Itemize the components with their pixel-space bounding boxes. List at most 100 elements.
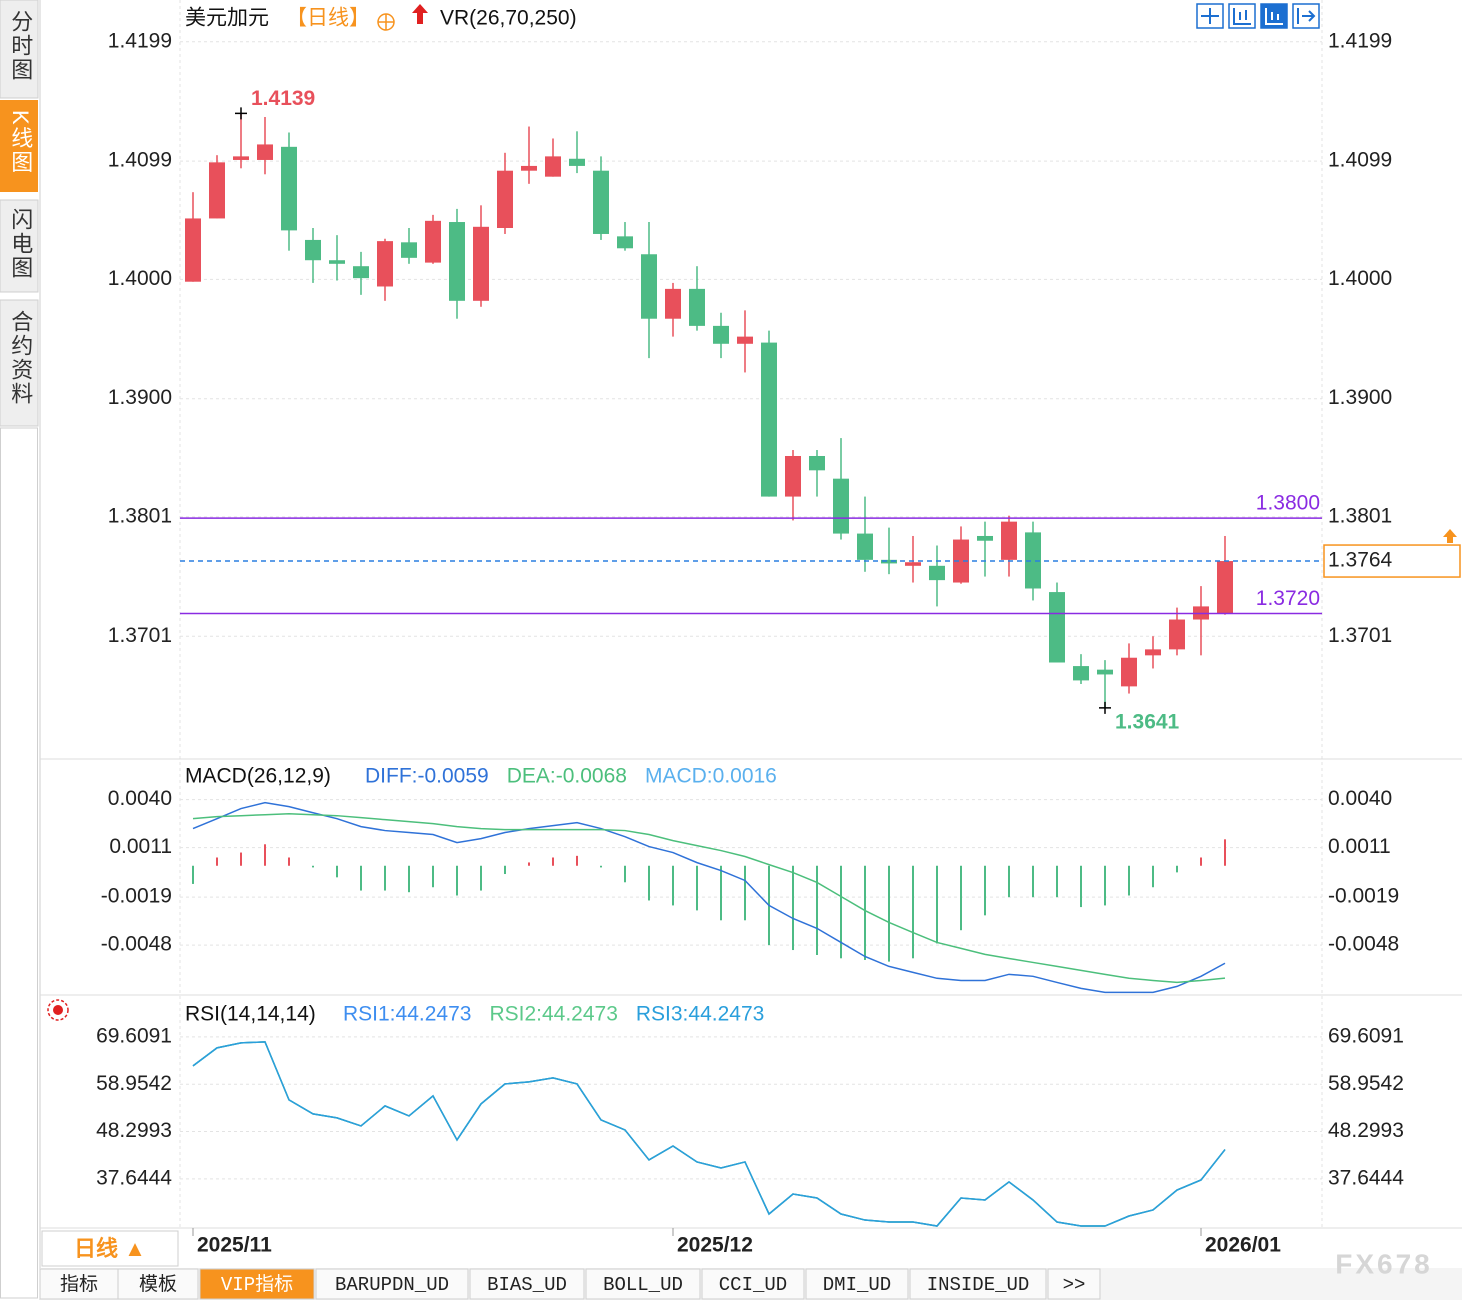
histogram-bar	[1200, 857, 1202, 866]
histogram-bar	[216, 857, 218, 866]
y-tick-label-right: 0.0011	[1328, 835, 1391, 858]
candle-body	[329, 260, 345, 264]
sidebar-tab-label[interactable]: 合约资料	[8, 310, 33, 406]
candle-body	[1217, 561, 1233, 614]
settings-icon[interactable]	[47, 999, 69, 1021]
bottom-tab-label[interactable]: BARUPDN_UD	[335, 1274, 449, 1296]
candle-body	[545, 156, 561, 177]
histogram-bar	[336, 865, 338, 878]
indicator-arrow-icon[interactable]	[412, 4, 428, 24]
candle-body	[857, 533, 873, 560]
candle-body	[1001, 521, 1017, 560]
y-tick-label-left: 37.6444	[96, 1166, 172, 1189]
histogram-bar	[528, 862, 530, 866]
bottom-tab[interactable]	[1047, 1268, 1101, 1300]
max-marker	[235, 107, 247, 120]
candle-body	[1169, 619, 1185, 650]
last-price-box	[1323, 544, 1461, 578]
histogram-bar	[552, 857, 554, 866]
candle-body	[689, 288, 705, 326]
candle-body	[497, 170, 513, 228]
histogram-bar	[1104, 865, 1106, 906]
candle-body	[305, 239, 321, 261]
y-tick-label-left: 1.3801	[108, 504, 172, 527]
y-tick-label-left: 0.0040	[108, 787, 172, 810]
max-label: 1.4139	[251, 87, 315, 110]
period-button[interactable]	[41, 1230, 179, 1267]
indicator-line	[192, 801, 1226, 994]
bottom-tab-label[interactable]: BOLL_UD	[603, 1274, 683, 1296]
histogram-bar	[648, 865, 650, 901]
bottom-tab[interactable]	[117, 1268, 199, 1300]
histogram-bar	[984, 865, 986, 916]
sidebar: 分时图 K线图 闪电图 合约资料	[0, 0, 39, 1299]
y-tick-label-left: 1.3701	[108, 624, 172, 647]
bottom-tab[interactable]	[315, 1268, 469, 1300]
histogram-bar	[1080, 865, 1082, 908]
y-tick-label-left: 69.6091	[96, 1024, 172, 1047]
indicator-label: VR(26,70,250)	[440, 7, 577, 30]
candle-body	[929, 565, 945, 581]
candle-body	[617, 236, 633, 249]
bottom-tab[interactable]	[585, 1268, 701, 1300]
toolbar-icon[interactable]	[1265, 8, 1283, 25]
toolbar-icon[interactable]	[1297, 8, 1316, 24]
y-tick-label-left: 58.9542	[96, 1072, 172, 1095]
histogram-bar	[1008, 865, 1010, 898]
y-tick-label-left: -0.0048	[101, 933, 172, 956]
horizontal-line-label: 1.3720	[1256, 587, 1320, 610]
horizontal-line-label: 1.3800	[1256, 492, 1320, 515]
bottom-tab-label[interactable]: CCI_UD	[719, 1274, 787, 1296]
legend-entry: MACD:0.0016	[645, 765, 777, 788]
bottom-tab[interactable]	[701, 1268, 805, 1300]
bottom-tab[interactable]	[805, 1268, 909, 1300]
histogram-bar	[1152, 865, 1154, 888]
bottom-tab-label[interactable]: BIAS_UD	[487, 1274, 567, 1296]
add-icon[interactable]	[377, 13, 395, 31]
sidebar-tab[interactable]	[0, 0, 39, 99]
histogram-bar	[192, 865, 194, 884]
sidebar-tab-label[interactable]: K线图	[8, 110, 33, 175]
y-tick-label-right: 0.0040	[1328, 787, 1392, 810]
candle-body	[737, 336, 753, 344]
candle-body	[569, 158, 585, 166]
y-tick-label-right: 69.6091	[1328, 1024, 1404, 1047]
settings-icon-dot[interactable]	[53, 1005, 63, 1015]
candle-body	[1097, 669, 1113, 675]
bottom-tab-label[interactable]: >>	[1063, 1274, 1086, 1296]
bottom-tab-label[interactable]: 指标	[60, 1273, 98, 1296]
candle-body	[905, 562, 921, 566]
y-tick-label-left: 0.0011	[109, 835, 172, 858]
period-label: 【日线】	[286, 7, 370, 30]
histogram-bar	[600, 865, 602, 868]
bottom-tab-label[interactable]: VIP指标	[221, 1273, 293, 1296]
sidebar-tab-active[interactable]	[0, 100, 38, 192]
histogram-bar	[408, 865, 410, 893]
candle-body	[809, 455, 825, 471]
bottom-tab[interactable]	[39, 1268, 119, 1300]
bottom-tab[interactable]	[469, 1268, 585, 1300]
sidebar-tab[interactable]	[0, 199, 39, 293]
sidebar-tab-label[interactable]: 分时图	[8, 10, 33, 82]
candle-body	[209, 162, 225, 219]
candle-body	[1049, 592, 1065, 663]
bottom-tab-label[interactable]: 模板	[139, 1273, 177, 1296]
sidebar-tab[interactable]	[0, 299, 39, 427]
x-tick-label: 2025/11	[197, 1234, 272, 1257]
histogram-bar	[504, 865, 506, 875]
period-button-label[interactable]: 日线 ▲	[74, 1236, 146, 1261]
bottom-tab-label[interactable]: DMI_UD	[823, 1274, 891, 1296]
candle-body	[713, 325, 729, 344]
histogram-bar	[312, 865, 314, 868]
histogram-bar	[624, 865, 626, 883]
histogram-bar	[240, 852, 242, 866]
bottom-tab[interactable]	[909, 1268, 1047, 1300]
bottom-tab-label[interactable]: INSIDE_UD	[927, 1274, 1030, 1296]
settings-icon-ring[interactable]	[47, 999, 69, 1021]
y-tick-label-left: 48.2993	[96, 1119, 172, 1142]
toolbar-icon[interactable]	[1233, 8, 1251, 25]
toolbar-icon[interactable]	[1201, 8, 1219, 24]
histogram-bar	[720, 865, 722, 921]
bottom-tab-active[interactable]	[199, 1268, 315, 1300]
sidebar-tab-label[interactable]: 闪电图	[8, 208, 33, 280]
